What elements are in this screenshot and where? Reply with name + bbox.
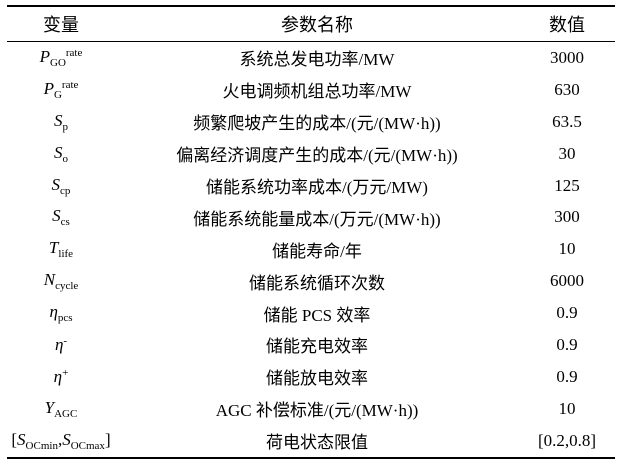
parameter-value: 30 — [558, 143, 576, 163]
table-row: So 偏离经济调度产生的成本/(元/(MW·h)) 30 — [7, 138, 615, 170]
table-row: YAGC AGC 补偿标准/(元/(MW·h)) 10 — [7, 393, 615, 425]
parameter-value: 0.9 — [556, 303, 578, 323]
parameter-value: 3000 — [550, 47, 584, 67]
parameter-name: AGC 补偿标准/(元/(MW·h)) — [215, 401, 419, 421]
symbol-part: life — [58, 248, 74, 261]
parameter-name: 储能系统循环次数 — [249, 273, 385, 293]
parameter-name: 储能系统能量成本/(万元/(MW·h)) — [193, 209, 441, 229]
table-row: PGrate 火电调频机组总功率/MW 630 — [7, 74, 615, 106]
symbol-part: T — [48, 238, 59, 258]
table-row: Ncycle 储能系统循环次数 6000 — [7, 265, 615, 297]
symbol-part: rate — [65, 46, 83, 59]
symbol-part: S — [54, 110, 63, 130]
symbol-part: AGC — [54, 407, 78, 420]
symbol-part: η — [54, 334, 64, 354]
table-row: Scs 储能系统能量成本/(万元/(MW·h)) 300 — [7, 201, 615, 233]
variable-symbol: Scs — [7, 206, 115, 228]
symbol-part: S — [52, 206, 61, 226]
table-row: η+ 储能放电效率 0.9 — [7, 361, 615, 393]
parameter-value: 63.5 — [552, 111, 582, 131]
symbol-part: pcs — [57, 312, 73, 325]
symbol-part: N — [43, 270, 56, 290]
variable-symbol: YAGC — [7, 398, 115, 420]
table-row: PGOrate 系统总发电功率/MW 3000 — [7, 42, 615, 74]
parameter-name: 偏离经济调度产生的成本/(元/(MW·h)) — [176, 146, 458, 166]
symbol-part: cycle — [55, 280, 79, 293]
parameter-name: 储能系统功率成本/(万元/MW) — [206, 178, 428, 197]
table-body: PGOrate 系统总发电功率/MW 3000 PGrate 火电调频机组总功率/MW 6… — [7, 42, 615, 457]
symbol-part: o — [62, 152, 69, 165]
symbol-part: + — [62, 366, 69, 379]
header-variable: 变量 — [43, 15, 79, 35]
symbol-part: cs — [60, 216, 70, 229]
variable-symbol: So — [7, 143, 115, 165]
variable-symbol: Tlife — [7, 238, 115, 260]
symbol-part: S — [51, 174, 61, 194]
symbol-part: S — [54, 142, 63, 162]
variable-symbol: PGrate — [7, 79, 115, 101]
symbol-part: P — [43, 78, 54, 98]
variable-symbol: Ncycle — [7, 270, 115, 292]
symbol-part: G — [53, 88, 62, 101]
symbol-part: , — [57, 429, 63, 449]
symbol-part: ] — [104, 429, 111, 449]
parameter-name: 储能放电效率 — [266, 369, 368, 389]
table-row: ηpcs 储能 PCS 效率 0.9 — [7, 297, 615, 329]
table-row: Sp 频繁爬坡产生的成本/(元/(MW·h)) 63.5 — [7, 106, 615, 138]
symbol-part: S — [17, 429, 26, 449]
header-name: 参数名称 — [281, 15, 353, 35]
variable-symbol: [SOCmin,SOCmax] — [7, 430, 115, 452]
header-value: 数值 — [549, 15, 585, 35]
table-row: Tlife 储能寿命/年 10 — [7, 233, 615, 265]
parameter-name: 储能寿命/年 — [272, 241, 362, 261]
parameter-value: 630 — [554, 79, 580, 99]
parameter-name: 储能充电效率 — [266, 337, 368, 357]
symbol-part: η — [53, 366, 63, 386]
parameter-name: 系统总发电功率/MW — [239, 50, 395, 70]
parameter-value: 300 — [554, 207, 580, 227]
symbol-part: cp — [60, 184, 71, 197]
symbol-part: OCmin — [25, 439, 58, 452]
symbol-part: p — [62, 120, 69, 133]
symbol-part: S — [62, 429, 71, 449]
parameter-value: 0.9 — [556, 366, 578, 386]
symbol-part: [ — [11, 429, 18, 449]
variable-symbol: η- — [7, 335, 115, 355]
parameter-name: 荷电状态限值 — [266, 433, 368, 453]
variable-symbol: η+ — [7, 367, 115, 387]
parameter-value: [0.2,0.8] — [537, 430, 597, 450]
variable-symbol: Sp — [7, 111, 115, 133]
parameter-value: 0.9 — [556, 334, 578, 354]
symbol-part: Y — [44, 397, 55, 417]
parameter-name: 储能 PCS 效率 — [263, 305, 371, 325]
symbol-part: OCmax — [70, 439, 105, 452]
variable-symbol: Scp — [7, 175, 115, 197]
variable-symbol: ηpcs — [7, 302, 115, 324]
symbol-part: rate — [61, 78, 79, 91]
variable-symbol: PGOrate — [7, 47, 115, 69]
table-row: [SOCmin,SOCmax] 荷电状态限值 [0.2,0.8] — [7, 425, 615, 457]
symbol-part: - — [63, 334, 68, 347]
parameter-value: 10 — [558, 398, 576, 418]
parameter-value: 6000 — [550, 271, 584, 291]
table-row: η- 储能充电效率 0.9 — [7, 329, 615, 361]
symbol-part: GO — [50, 56, 66, 69]
parameter-value: 10 — [558, 239, 576, 259]
parameter-value: 125 — [554, 175, 580, 195]
symbol-part: η — [49, 302, 58, 322]
table-header: 变量 参数名称 数值 — [7, 7, 615, 42]
parameter-name: 频繁爬坡产生的成本/(元/(MW·h)) — [193, 114, 441, 134]
symbol-part: P — [39, 46, 50, 66]
parameter-table: 变量 参数名称 数值 PGOrate 系统总发电功率/MW 3000 PGrate 火电… — [7, 5, 615, 459]
table-row: Scp 储能系统功率成本/(万元/MW) 125 — [7, 170, 615, 202]
parameter-name: 火电调频机组总功率/MW — [222, 82, 412, 102]
